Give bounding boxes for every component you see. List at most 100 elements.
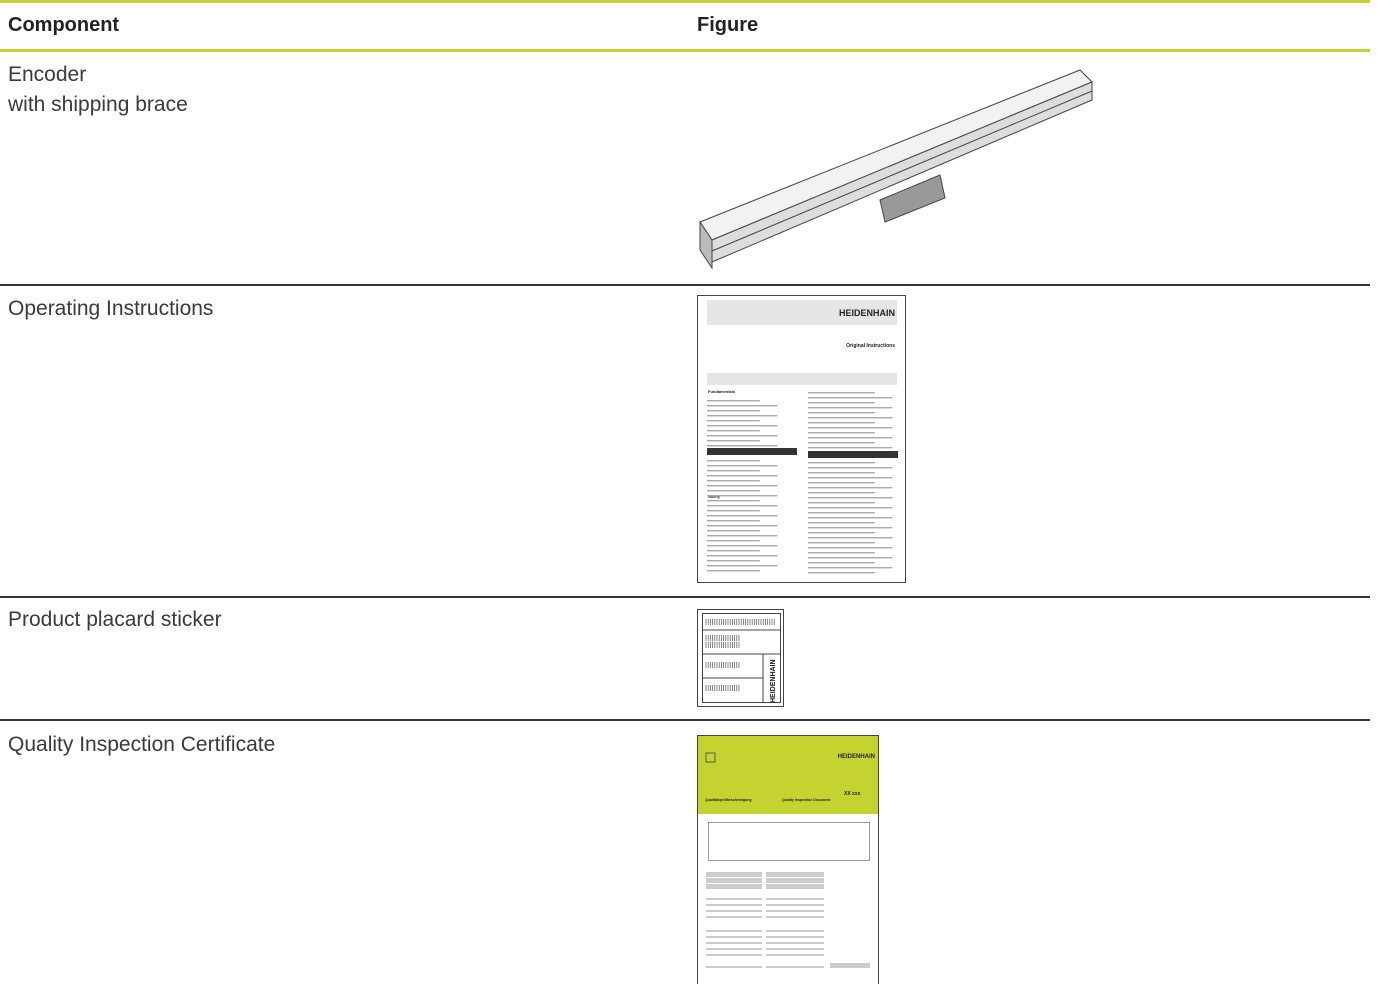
text-line	[707, 525, 778, 527]
text-line	[706, 936, 762, 938]
text-line	[707, 425, 778, 427]
text-line: Quality Inspection Certificate	[8, 733, 276, 756]
text-line	[808, 412, 875, 414]
text-line	[707, 410, 760, 412]
text-line	[808, 417, 893, 419]
text-line	[808, 442, 875, 444]
text-line	[707, 535, 778, 537]
text-line	[766, 942, 824, 944]
barcodes	[705, 619, 775, 691]
text-line: Encoder	[8, 63, 87, 86]
text-line	[707, 570, 760, 572]
text-line	[707, 490, 760, 492]
manual-page	[697, 295, 906, 583]
text-line	[808, 467, 893, 469]
text-line	[808, 562, 875, 564]
text-line	[808, 502, 875, 504]
header-cell: Figure	[697, 14, 759, 36]
text-line	[766, 904, 824, 906]
manual-section: Safety	[708, 494, 721, 499]
encoder-edge	[711, 90, 1093, 252]
text-line: with shipping brace	[8, 93, 188, 116]
text-line	[707, 405, 778, 407]
row-rule	[0, 719, 1370, 721]
text-line	[830, 963, 870, 968]
text-line	[766, 878, 824, 883]
text-line	[706, 872, 762, 877]
manual-brand: HEIDENHAIN	[839, 308, 895, 318]
text-line	[766, 884, 824, 889]
text-line	[766, 930, 824, 932]
text-line	[707, 475, 778, 477]
text-line	[707, 435, 778, 437]
text-line	[808, 522, 875, 524]
text-line	[707, 550, 760, 552]
text-line	[707, 560, 760, 562]
text-line	[808, 512, 875, 514]
component-cell: Operating Instructions	[8, 294, 213, 324]
text-line	[707, 545, 778, 547]
text-line	[706, 954, 762, 956]
text-line	[808, 572, 875, 574]
text-line	[706, 910, 762, 912]
encoder-side	[711, 81, 1093, 263]
component-cell: Quality Inspection Certificate	[8, 730, 275, 760]
text-line	[706, 930, 762, 932]
row-rule	[0, 284, 1370, 286]
text-line	[808, 477, 893, 479]
text-line	[706, 898, 762, 900]
placard-inner	[702, 613, 781, 703]
header-cell: Component	[8, 14, 120, 36]
text-line	[706, 904, 762, 906]
text-line	[766, 898, 824, 900]
text-line	[808, 497, 893, 499]
top-rule	[0, 0, 1370, 3]
text-line	[808, 552, 875, 554]
text-line	[808, 437, 893, 439]
text-line	[707, 540, 760, 542]
text-line	[808, 427, 893, 429]
text-line	[808, 517, 893, 519]
text-line	[707, 495, 778, 497]
text-line	[808, 422, 875, 424]
text-line	[808, 392, 875, 394]
text-line	[706, 966, 762, 968]
placard-figure: HEIDENHAIN	[697, 609, 784, 707]
text-line	[707, 485, 778, 487]
certificate-title: Qualitätsprüfbescheinigung	[705, 798, 751, 802]
text-line	[706, 942, 762, 944]
row-rule	[0, 596, 1370, 598]
text-line	[707, 465, 778, 467]
text-line	[766, 954, 824, 956]
certificate-figure: HEIDENHAIN XX xxx Qualitätsprüfbescheini…	[697, 735, 879, 984]
text-line	[808, 532, 875, 534]
warning-bar	[707, 448, 797, 455]
encoder-figure	[699, 69, 1093, 270]
text-line	[808, 432, 875, 434]
text-line	[808, 487, 893, 489]
text-line	[766, 872, 824, 877]
text-line	[808, 492, 875, 494]
text-line	[808, 527, 893, 529]
text-line: Product placard sticker	[8, 608, 222, 631]
text-line	[808, 407, 893, 409]
text-line	[766, 916, 824, 918]
text-line	[707, 480, 760, 482]
text-line	[808, 482, 875, 484]
text-line	[808, 557, 893, 559]
manual-band	[707, 300, 897, 325]
text-line	[808, 397, 893, 399]
text-line	[706, 878, 762, 883]
text-lines	[707, 392, 893, 574]
text-line	[707, 520, 760, 522]
text-line	[706, 916, 762, 918]
text-line	[808, 447, 893, 449]
text-line: Operating Instructions	[8, 297, 214, 320]
text-line	[808, 472, 875, 474]
text-line	[707, 430, 760, 432]
text-line	[707, 470, 760, 472]
text-line	[706, 884, 762, 889]
certificate-brand: HEIDENHAIN	[838, 754, 875, 760]
text-line	[707, 530, 760, 532]
text-line	[808, 567, 893, 569]
